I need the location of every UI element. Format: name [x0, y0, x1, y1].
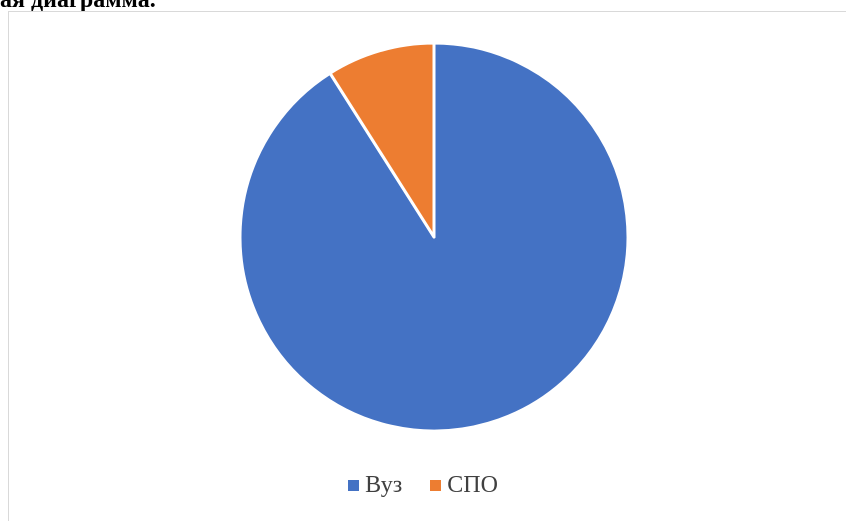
legend-swatch-spo [430, 480, 442, 491]
legend-item-spo: СПО [430, 472, 498, 499]
legend-label-vuz: Вуз [365, 472, 403, 498]
legend-item-vuz: Вуз [348, 472, 402, 499]
document-heading: ая диаграмма. [0, 0, 156, 13]
legend-label-spo: СПО [447, 472, 498, 498]
legend-swatch-vuz [348, 480, 360, 491]
chart-legend: Вуз СПО [0, 472, 846, 499]
pie-slice-spo [328, 41, 436, 239]
